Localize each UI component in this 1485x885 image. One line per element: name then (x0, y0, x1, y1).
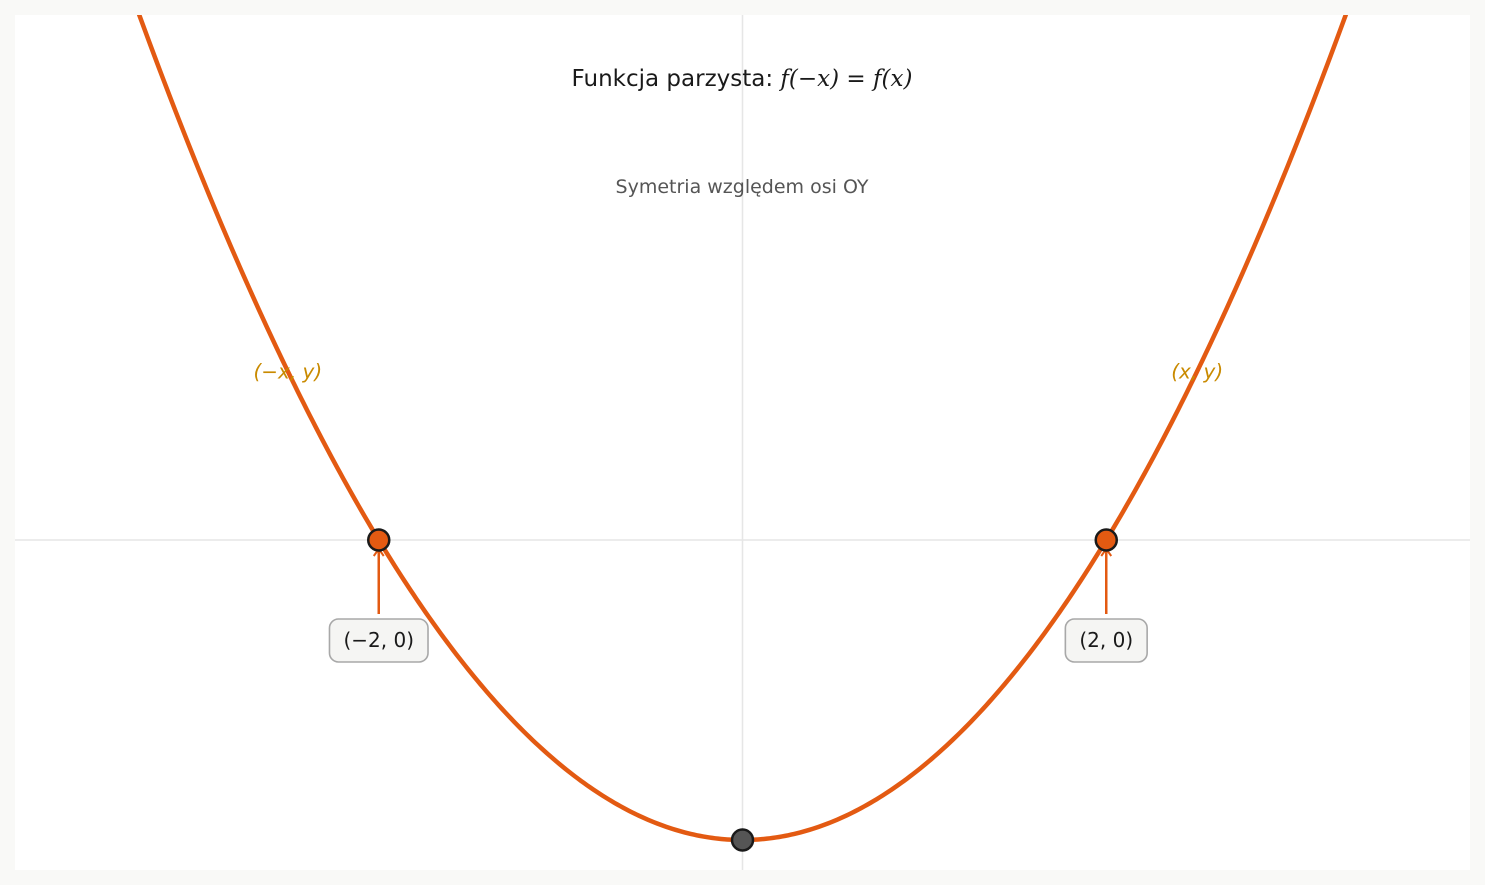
vertex-point (730, 828, 755, 852)
chart-title-prefix: Funkcja parzysta: (572, 66, 781, 92)
point-label-1: (2, 0) (1079, 628, 1133, 652)
symmetry-annotation-1: (x, y) (1171, 359, 1223, 383)
label-layer: (−2, 0) (2, 0) (328, 618, 1148, 663)
point-label-box-1 (1064, 618, 1148, 663)
symmetry-annotation-0: (−x, y) (253, 359, 322, 383)
chart-subtitle: Symetria względem osi OY (616, 176, 869, 198)
annotation-layer: (−x, y) (x, y) (253, 359, 1223, 383)
point-layer (367, 528, 1118, 852)
highlight-point-1 (1094, 528, 1118, 552)
point-label-box-0 (328, 618, 429, 663)
chart-title-math: f(−x) = f(x) (778, 66, 912, 92)
arrow-layer (372, 547, 1113, 614)
point-label-0: (−2, 0) (343, 628, 414, 652)
chart-title: Funkcja parzysta: f(−x) = f(x) (572, 66, 913, 92)
highlight-point-0 (367, 528, 391, 552)
